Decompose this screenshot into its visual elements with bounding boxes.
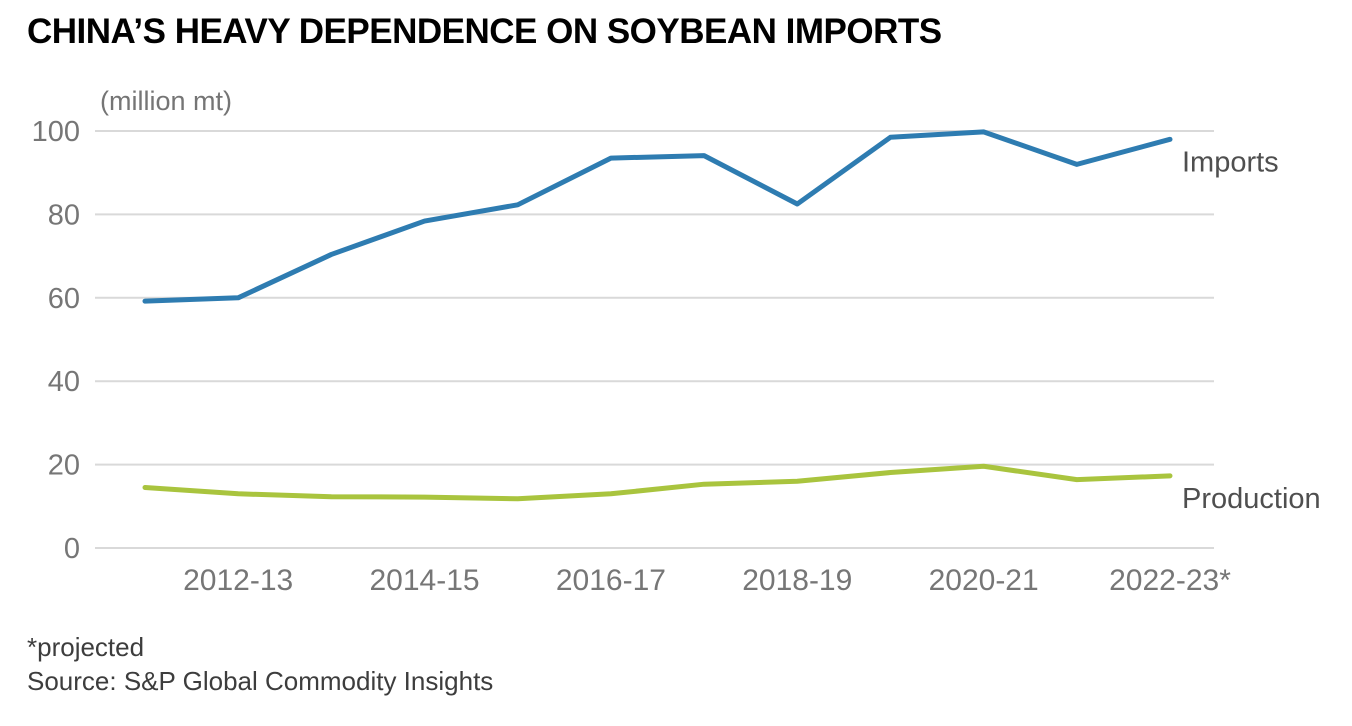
y-tick-label-0: 0 bbox=[64, 533, 80, 565]
y-tick-label-40: 40 bbox=[48, 366, 80, 398]
projected-note: *projected bbox=[27, 632, 145, 662]
x-tick-label-2014-15: 2014-15 bbox=[369, 564, 479, 597]
x-tick-label-2016-17: 2016-17 bbox=[556, 564, 666, 597]
series-label-imports: Imports bbox=[1182, 146, 1279, 178]
source-note: Source: S&P Global Commodity Insights bbox=[27, 666, 494, 696]
chart-footer: *projected Source: S&P Global Commodity … bbox=[27, 630, 493, 698]
y-tick-label-100: 100 bbox=[32, 116, 80, 148]
y-axis-unit-label: (million mt) bbox=[100, 86, 232, 116]
series-label-production: Production bbox=[1182, 483, 1321, 515]
x-tick-label-2020-21: 2020-21 bbox=[929, 564, 1039, 597]
y-tick-label-20: 20 bbox=[48, 450, 80, 482]
production-line bbox=[142, 463, 1173, 502]
x-tick-label-2022-23: 2022-23* bbox=[1109, 564, 1231, 597]
imports-line bbox=[142, 129, 1173, 304]
x-tick-label-2012-13: 2012-13 bbox=[183, 564, 293, 597]
chart-title: CHINA’S HEAVY DEPENDENCE ON SOYBEAN IMPO… bbox=[27, 12, 942, 51]
x-tick-label-2018-19: 2018-19 bbox=[742, 564, 852, 597]
y-tick-label-60: 60 bbox=[48, 283, 80, 315]
y-tick-label-80: 80 bbox=[48, 199, 80, 231]
